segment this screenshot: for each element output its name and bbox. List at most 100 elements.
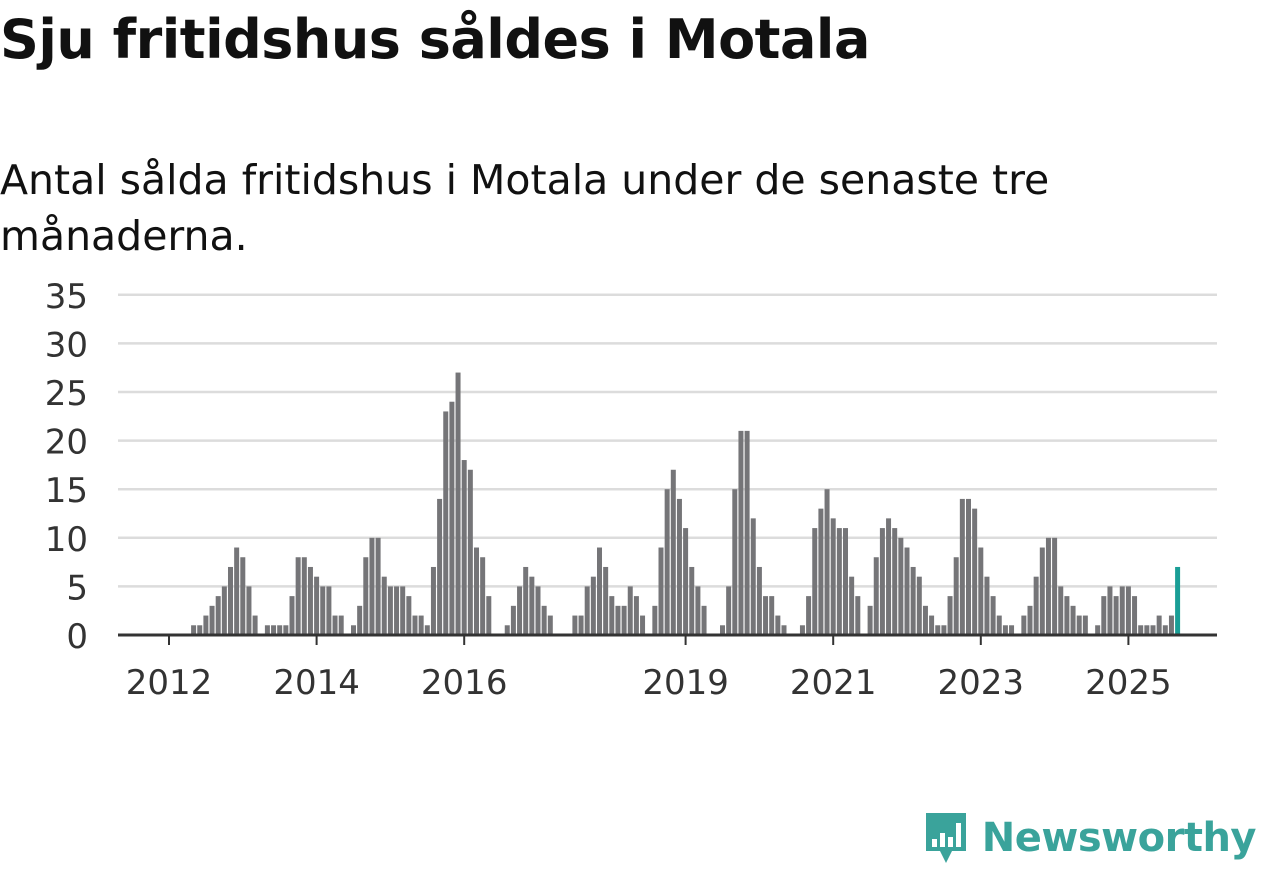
bar — [197, 625, 203, 635]
bar — [228, 566, 233, 635]
y-tick-label: 30 — [45, 325, 88, 365]
bar — [990, 596, 996, 635]
bar — [769, 596, 775, 635]
bar — [1070, 605, 1076, 635]
bar — [726, 586, 732, 635]
bar — [959, 498, 965, 635]
bar — [615, 605, 621, 635]
bar — [363, 557, 369, 635]
x-tick-label: 2016 — [421, 663, 508, 703]
bar — [843, 528, 848, 635]
bar — [203, 615, 209, 635]
bar — [1045, 537, 1051, 635]
bar — [338, 615, 344, 635]
bar — [295, 557, 301, 635]
bar — [720, 625, 725, 635]
bar — [910, 566, 916, 635]
bar — [289, 596, 295, 635]
bar — [1033, 576, 1039, 635]
bar — [633, 596, 639, 635]
chart-subtitle: Antal sålda fritidshus i Motala under de… — [0, 156, 1050, 260]
bar — [849, 576, 855, 635]
x-tick-label: 2021 — [790, 663, 877, 703]
bar — [381, 576, 387, 635]
brand: Newsworthy — [922, 809, 1257, 867]
bar — [449, 401, 455, 635]
bar — [191, 625, 197, 635]
bar — [818, 508, 824, 635]
bar — [627, 586, 633, 635]
bar — [879, 528, 885, 635]
bar — [1058, 586, 1064, 635]
bar — [763, 596, 769, 635]
bar — [621, 605, 627, 635]
bar — [387, 586, 393, 635]
bar — [609, 596, 615, 635]
bar — [326, 586, 332, 635]
bar — [701, 605, 707, 635]
bar — [775, 615, 781, 635]
bar — [1021, 615, 1027, 635]
bar — [418, 615, 424, 635]
bar — [597, 547, 602, 635]
bar — [332, 615, 338, 635]
bar — [523, 566, 529, 635]
bar — [375, 537, 381, 635]
bar — [1113, 596, 1119, 635]
bar — [277, 625, 283, 635]
bar — [547, 615, 553, 635]
bar — [430, 566, 436, 635]
bar — [474, 547, 479, 635]
brand-name: Newsworthy — [981, 815, 1257, 861]
bar — [873, 557, 879, 635]
bar — [461, 460, 467, 635]
bar — [676, 498, 682, 635]
bar — [806, 596, 812, 635]
bar — [572, 615, 578, 635]
bar — [824, 489, 830, 635]
bar — [369, 537, 375, 635]
bar — [529, 576, 535, 635]
bar — [240, 557, 246, 635]
bar — [215, 596, 221, 635]
bar — [424, 625, 430, 635]
bar — [953, 557, 959, 635]
bar — [603, 566, 609, 635]
bar — [221, 586, 227, 635]
bar — [929, 615, 935, 635]
bar — [1162, 625, 1168, 635]
bar — [756, 566, 762, 635]
bar — [695, 586, 701, 635]
bar — [640, 615, 646, 635]
y-tick-label: 20 — [45, 423, 88, 463]
bar — [541, 605, 547, 635]
bar — [904, 547, 910, 635]
bar — [590, 576, 596, 635]
bar — [1138, 625, 1144, 635]
y-tick-label: 15 — [45, 471, 88, 511]
bar — [1107, 586, 1113, 635]
x-tick-label: 2019 — [642, 663, 729, 703]
bar — [683, 528, 689, 635]
bar — [855, 596, 861, 635]
bar — [209, 605, 215, 635]
bar — [750, 518, 756, 635]
bar — [486, 596, 492, 635]
bar — [670, 469, 676, 635]
bar — [1101, 596, 1107, 635]
bar — [812, 528, 818, 635]
bar — [443, 411, 449, 635]
y-axis-ticks: 0 5 10 15 20 25 30 35 — [45, 277, 88, 657]
bar — [351, 625, 356, 635]
bar — [1144, 625, 1150, 635]
bar — [301, 557, 307, 635]
bar — [234, 547, 240, 635]
bar — [1052, 537, 1058, 635]
bar — [480, 557, 486, 635]
bar — [689, 566, 695, 635]
bar — [658, 547, 664, 635]
bar — [455, 372, 461, 635]
bar — [283, 625, 289, 635]
bar — [664, 489, 670, 635]
x-tick-label: 2014 — [273, 663, 360, 703]
